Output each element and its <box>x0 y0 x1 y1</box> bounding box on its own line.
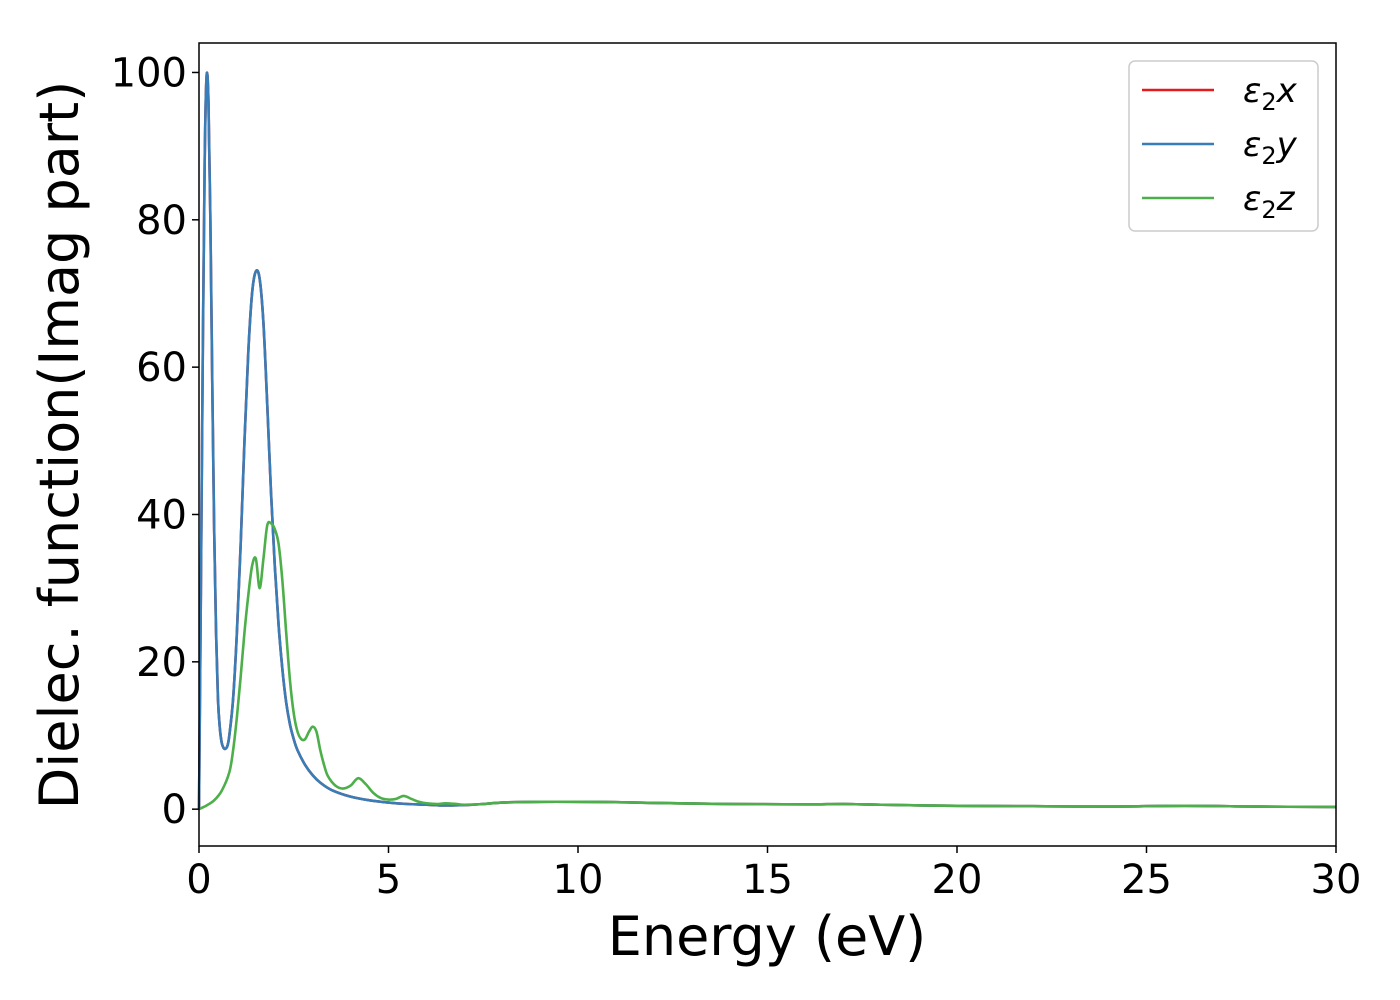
x-tick-label: 15 <box>742 857 793 903</box>
x-axis-label: Energy (eV) <box>608 905 927 968</box>
y-axis-label: Dielec. function(Imag part) <box>28 81 91 810</box>
y-tick-label: 40 <box>136 492 187 538</box>
x-tick-label: 25 <box>1121 857 1172 903</box>
series-line-z <box>198 520 1337 811</box>
x-tick-label: 20 <box>932 857 983 903</box>
x-tick-label: 5 <box>376 857 401 903</box>
ticks-layer: 0 5 10 15 20 25 30 0 20 40 60 80 100 <box>111 50 1362 903</box>
x-tick-label: 10 <box>553 857 604 903</box>
legend-label-x: ε2x <box>1243 71 1298 116</box>
legend-label-y: ε2y <box>1243 125 1298 170</box>
y-tick-label: 60 <box>136 345 187 391</box>
x-tick-label: 30 <box>1311 857 1362 903</box>
plot-frame <box>198 42 1337 847</box>
legend: ε2x ε2y ε2z <box>1128 60 1319 232</box>
legend-box <box>1128 60 1319 232</box>
x-tick-label: 0 <box>186 857 211 903</box>
y-tick-label: 100 <box>111 50 187 96</box>
legend-label-z: ε2z <box>1243 179 1296 224</box>
y-tick-label: 80 <box>136 198 187 244</box>
series-layer <box>197 71 1337 811</box>
y-tick-label: 0 <box>162 787 187 833</box>
y-tick-label: 20 <box>136 640 187 686</box>
